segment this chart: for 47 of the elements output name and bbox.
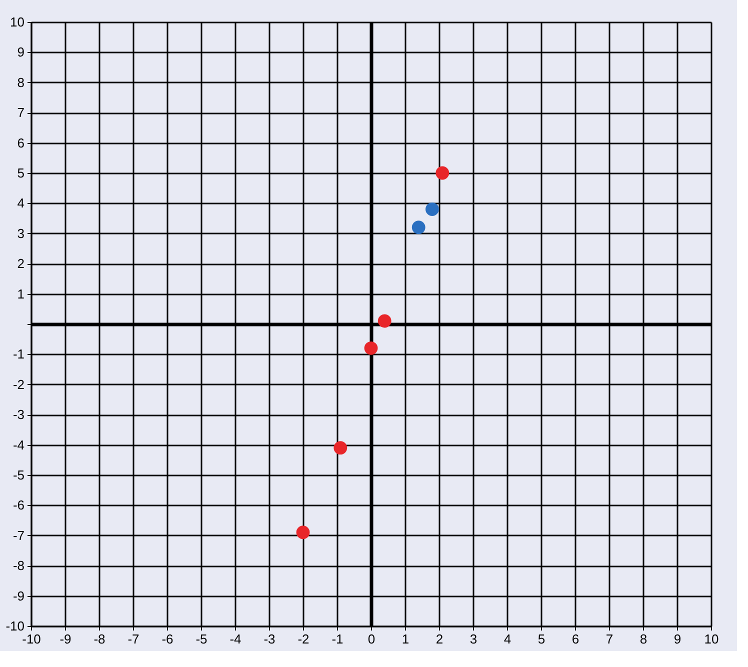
y-tick-label: -9	[12, 588, 24, 604]
x-tick-label: -7	[128, 632, 140, 646]
point	[334, 441, 348, 455]
x-tick-label: 7	[606, 632, 614, 646]
y-tick-label: 6	[17, 135, 24, 150]
x-tick-label: 0	[368, 632, 376, 646]
x-tick-label: 4	[504, 632, 512, 646]
y-tick-label: -4	[12, 437, 24, 452]
x-tick-label: -9	[60, 632, 72, 646]
point	[412, 220, 426, 234]
x-tick-label: -6	[162, 632, 174, 646]
x-tick-label: 8	[640, 632, 648, 646]
y-tick-label: -6	[12, 498, 24, 513]
y-tick-label: 10	[10, 14, 24, 30]
y-tick-label: 5	[17, 166, 24, 180]
x-tick-label: 6	[572, 632, 580, 646]
y-tick-label: 8	[17, 74, 24, 90]
x-tick-label: -1	[332, 632, 344, 646]
y-tick-label: -3	[12, 407, 24, 422]
y-tick-label: -2	[12, 376, 24, 392]
x-tick-label: 2	[436, 632, 444, 646]
x-tick-label: -5	[196, 632, 208, 646]
y-tick-label: 2	[17, 256, 24, 272]
point	[436, 166, 450, 180]
x-tick-label: -3	[264, 632, 276, 646]
x-tick-label: 3	[470, 632, 478, 646]
y-tick-label: 3	[17, 226, 24, 241]
y-tick-label: 1	[17, 286, 24, 302]
point	[364, 341, 378, 355]
y-tick-label: 7	[17, 105, 24, 120]
x-tick-label: 9	[674, 632, 682, 646]
x-tick-label: 1	[402, 632, 410, 646]
x-tick-label: -4	[230, 632, 242, 646]
y-tick-label: -7	[12, 528, 24, 543]
x-tick-label: -2	[298, 632, 310, 646]
y-tick-label: -1	[12, 346, 24, 362]
point	[296, 526, 310, 540]
x-tick-label: 10	[704, 632, 719, 646]
x-tick-label: -8	[94, 632, 106, 646]
y-tick-label: 9	[17, 44, 24, 60]
y-tick-label: 4	[17, 196, 24, 211]
y-tick-label: -8	[12, 558, 24, 574]
y-tick-label: -5	[12, 468, 24, 482]
x-tick-label: 5	[538, 632, 546, 646]
y-tick-label: -10	[6, 618, 24, 634]
point	[378, 314, 392, 328]
point	[425, 202, 439, 216]
